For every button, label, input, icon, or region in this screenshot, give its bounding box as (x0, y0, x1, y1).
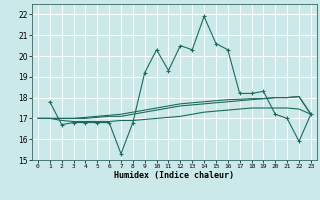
X-axis label: Humidex (Indice chaleur): Humidex (Indice chaleur) (115, 171, 234, 180)
